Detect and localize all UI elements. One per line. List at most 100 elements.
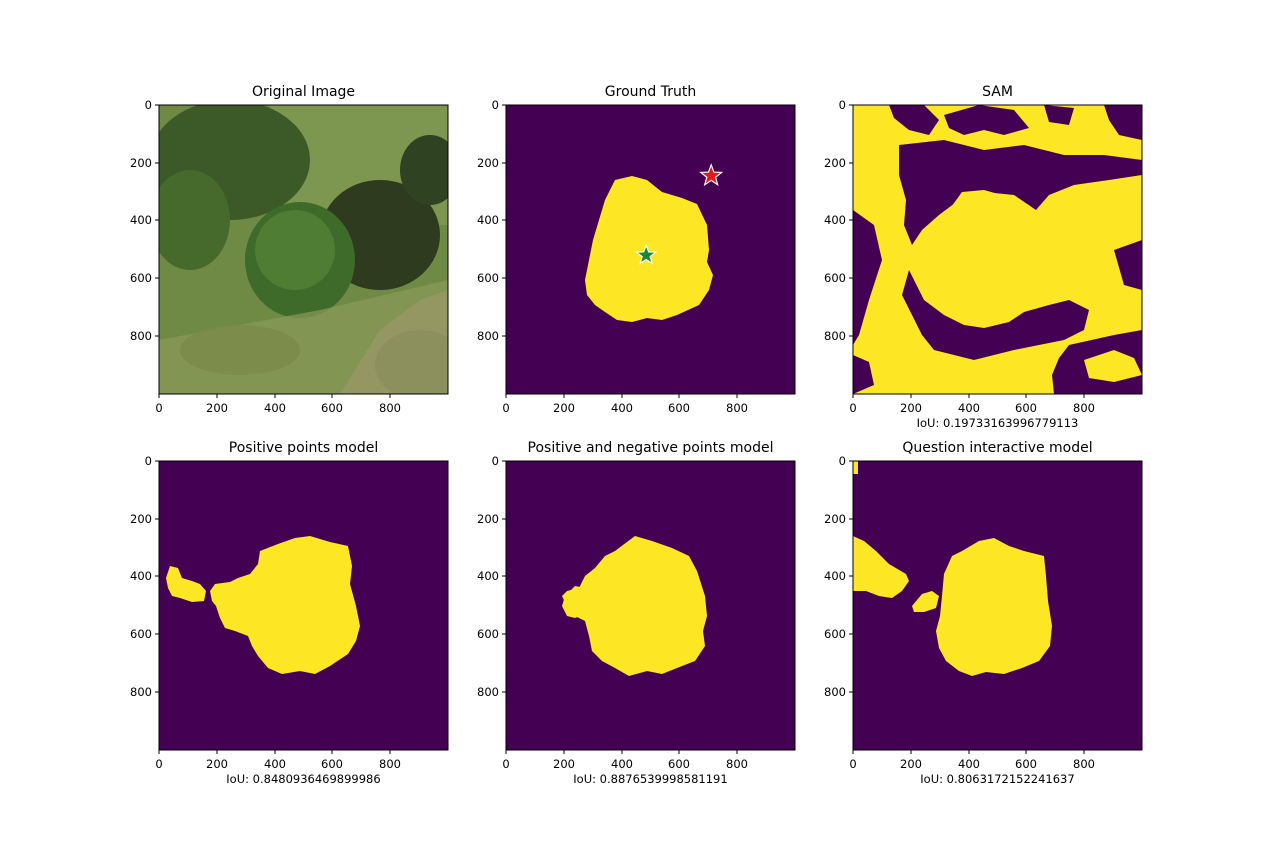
y-tick-label: 200 [824,512,846,526]
y-axis: 0 200 400 600 800 [130,100,159,343]
y-tick-label: 200 [477,156,499,170]
segmentation-mask [210,536,360,674]
x-tick-label: 400 [264,401,286,415]
iou-label: IoU: 0.8063172152241637 [920,772,1075,786]
x-axis: 0 200 400 600 800 [502,750,748,771]
x-tick-label: 600 [321,401,343,415]
x-tick-label: 800 [726,757,748,771]
y-tick-label: 0 [492,100,499,112]
mask-plot: 0 200 400 600 800 0 200 400 600 800 [824,456,1143,771]
image-plot: 0 200 400 600 800 0 200 400 600 800 [130,100,449,415]
x-tick-label: 200 [900,401,922,415]
y-tick-label: 400 [824,569,846,583]
x-tick-label: 0 [155,401,162,415]
y-tick-label: 600 [130,627,152,641]
x-tick-label: 400 [264,757,286,771]
y-axis: 0 200 400 600 800 [130,456,159,699]
y-tick-label: 400 [477,213,499,227]
y-tick-label: 600 [477,271,499,285]
x-axis: 0 200 400 600 800 [155,394,401,415]
iou-label: IoU: 0.19733163996779113 [916,416,1079,430]
segmentation-fragment [853,536,909,598]
y-tick-label: 200 [477,512,499,526]
x-tick-label: 600 [1015,401,1037,415]
x-tick-label: 600 [668,401,690,415]
y-axis: 0 200 400 600 800 [477,100,506,343]
y-axis: 0 200 400 600 800 [824,100,853,343]
y-tick-label: 600 [824,271,846,285]
segmentation-mask [936,538,1052,676]
y-tick-label: 0 [145,456,152,468]
mask-plot: 0 200 400 600 800 0 200 400 600 800 [477,456,796,771]
y-tick-label: 0 [492,456,499,468]
x-axis: 0 200 400 600 800 [849,750,1095,771]
segmentation-mask [562,536,707,676]
y-tick-label: 0 [839,100,846,112]
central-object-mask [932,190,1049,320]
y-tick-label: 800 [477,329,499,343]
x-tick-label: 200 [206,757,228,771]
x-tick-label: 0 [155,757,162,771]
iou-label: IoU: 0.8480936469899986 [226,772,381,786]
x-tick-label: 600 [321,757,343,771]
segmentation-mask [585,176,713,322]
x-tick-label: 0 [502,401,509,415]
mask-plot: 0 200 400 600 800 0 200 400 600 800 [477,100,796,415]
panel-title: Original Image [251,84,356,100]
x-tick-label: 600 [668,757,690,771]
x-tick-label: 400 [611,401,633,415]
panel-title: Question interactive model [902,440,1093,456]
x-tick-label: 600 [1015,757,1037,771]
y-tick-label: 400 [824,213,846,227]
segmentation-fragment [562,586,589,618]
y-tick-label: 0 [145,100,152,112]
positive-point-star [635,243,658,265]
x-tick-label: 0 [502,757,509,771]
y-tick-label: 200 [130,156,152,170]
x-tick-label: 800 [379,757,401,771]
panel-title: SAM [982,84,1013,100]
segmentation-background-regions [853,105,1142,394]
y-tick-label: 400 [130,213,152,227]
segmentation-fragment [912,591,939,612]
segmentation-fragment [166,566,206,602]
y-tick-label: 400 [477,569,499,583]
y-tick-label: 800 [130,329,152,343]
segmentation-fragment [853,461,858,474]
panel-title: Positive and negative points model [527,440,774,456]
iou-label: IoU: 0.8876539998581191 [573,772,728,786]
y-tick-label: 200 [130,512,152,526]
x-tick-label: 0 [849,401,856,415]
x-tick-label: 200 [553,401,575,415]
x-tick-label: 0 [849,757,856,771]
aerial-photo [159,105,448,394]
x-tick-label: 800 [379,401,401,415]
y-axis: 0 200 400 600 800 [824,456,853,699]
x-tick-label: 200 [206,401,228,415]
x-tick-label: 200 [900,757,922,771]
y-tick-label: 800 [824,685,846,699]
y-tick-label: 600 [477,627,499,641]
x-axis: 0 200 400 600 800 [849,394,1095,415]
x-tick-label: 400 [611,757,633,771]
x-tick-label: 400 [958,401,980,415]
y-axis: 0 200 400 600 800 [477,456,506,699]
y-tick-label: 600 [130,271,152,285]
x-tick-label: 800 [726,401,748,415]
y-tick-label: 600 [824,627,846,641]
y-tick-label: 200 [824,156,846,170]
y-tick-label: 800 [477,685,499,699]
x-tick-label: 200 [553,757,575,771]
negative-point-star [699,163,724,187]
panel-title: Positive points model [228,440,379,456]
x-tick-label: 800 [1073,757,1095,771]
x-tick-label: 800 [1073,401,1095,415]
y-tick-label: 0 [839,456,846,468]
mask-plot: 0 200 400 600 800 0 200 400 600 800 [824,100,1143,415]
x-tick-label: 400 [958,757,980,771]
panel-title: Ground Truth [604,84,697,100]
y-tick-label: 800 [824,329,846,343]
x-axis: 0 200 400 600 800 [502,394,748,415]
y-tick-label: 800 [130,685,152,699]
x-axis: 0 200 400 600 800 [155,750,401,771]
